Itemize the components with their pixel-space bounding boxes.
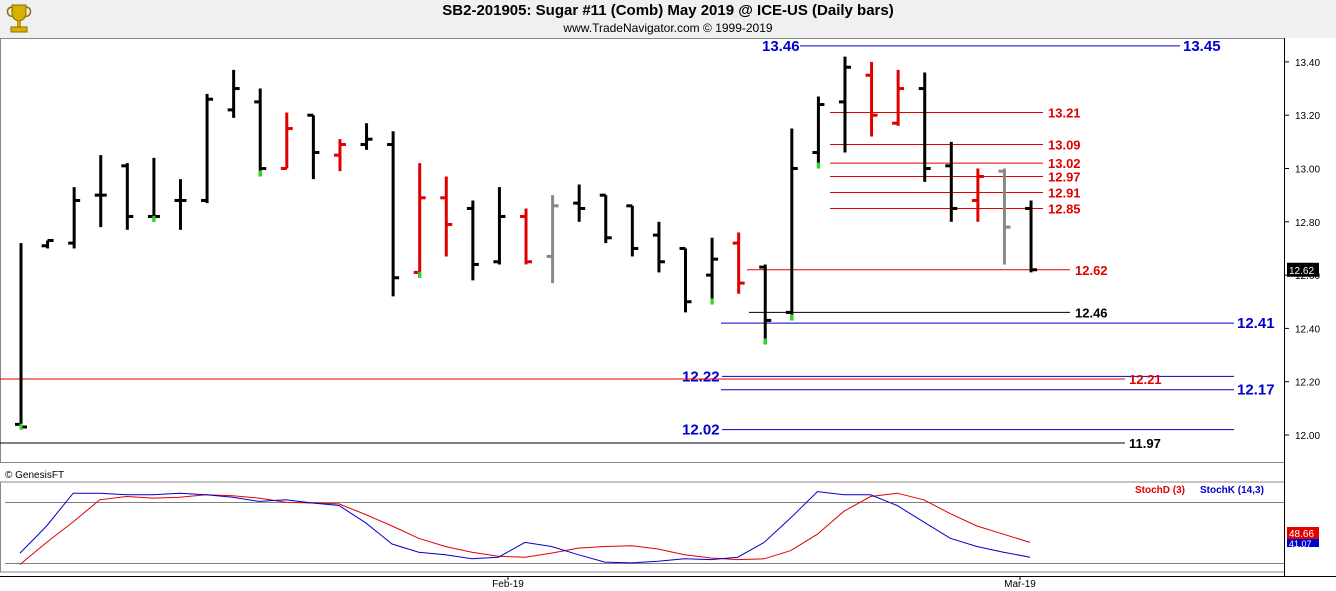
stoch-k-legend: StochK (14,3)	[1200, 485, 1264, 496]
level-label: 13.46	[762, 38, 800, 55]
ohlc-bar	[679, 246, 692, 313]
ohlc-bar	[440, 176, 453, 257]
chart-frame	[0, 38, 1336, 577]
ohlc-bar	[759, 264, 772, 345]
ohlc-bar	[227, 69, 240, 118]
ohlc-bar	[493, 187, 506, 265]
level-label: 12.46	[1075, 305, 1108, 320]
ohlc-bar	[812, 96, 825, 169]
y-tick-label: 12.00	[1295, 431, 1320, 442]
stoch-k-value: 41.07	[1289, 539, 1312, 549]
level-label: 12.97	[1048, 169, 1081, 184]
ohlc-bar	[573, 184, 586, 222]
x-tick-label: Mar-19	[1004, 579, 1036, 590]
price-levels: 13.46 13.45 13.21 13.09 13.0212.9712.9112.85…	[0, 38, 1275, 451]
level-label: 12.62	[1075, 263, 1108, 278]
ohlc-bar	[68, 187, 81, 249]
level-label: 13.09	[1048, 138, 1081, 153]
stoch-d-value-box	[1287, 527, 1319, 539]
level-label: 12.21	[1129, 372, 1162, 387]
ohlc-bar	[918, 72, 931, 182]
ohlc-bar	[599, 193, 612, 244]
ohlc-bar	[998, 168, 1011, 265]
ohlc-bar	[785, 128, 798, 321]
stoch-k-value-box	[1287, 539, 1319, 547]
ohlc-bar	[254, 88, 267, 177]
ohlc-bar	[652, 221, 665, 273]
y-tick-label: 13.00	[1295, 165, 1320, 176]
y-tick-label: 12.20	[1295, 378, 1320, 389]
ohlc-bar	[15, 243, 27, 430]
chart-header: SB2-201905: Sugar #11 (Comb) May 2019 @ …	[0, 0, 1336, 38]
chart-subtitle: www.TradeNavigator.com © 1999-2019	[563, 21, 773, 35]
ohlc-bar	[865, 61, 878, 137]
level-label: 12.17	[1237, 382, 1275, 399]
level-label: 12.02	[682, 422, 720, 439]
ohlc-bar	[307, 113, 320, 180]
ohlc-bar	[413, 163, 426, 278]
level-label: 11.97	[1129, 436, 1161, 451]
bar-marker	[710, 298, 714, 305]
bar-marker	[790, 314, 794, 321]
level-label: 13.21	[1048, 106, 1081, 121]
ohlc-bar	[1025, 200, 1038, 273]
y-tick-label: 13.40	[1295, 58, 1320, 69]
stoch-d-legend: StochD (3)	[1135, 485, 1185, 496]
y-tick-label: 13.20	[1295, 111, 1320, 122]
time-axis: Feb-19 Mar-19	[492, 576, 1036, 590]
ohlc-bar	[174, 179, 187, 230]
bar-marker	[816, 162, 820, 169]
bar-marker	[763, 338, 767, 345]
price-axis: 13.4013.2013.0012.8012.6012.4012.2012.00…	[1284, 58, 1320, 442]
stoch-d-value: 48.66	[1289, 529, 1314, 540]
ohlc-bar	[892, 69, 905, 126]
ohlc-bar	[945, 141, 958, 222]
ohlc-bar	[280, 112, 293, 170]
y-tick-label: 12.40	[1295, 324, 1320, 335]
ohlc-bar	[121, 163, 134, 230]
last-price-box	[1287, 262, 1319, 277]
y-tick-label: 12.80	[1295, 218, 1320, 229]
stoch-line-1	[19, 491, 1031, 564]
bar-marker	[19, 423, 23, 430]
stoch-panel-border	[0, 481, 1285, 573]
bar-marker	[258, 170, 262, 177]
level-label: 12.41	[1237, 315, 1275, 332]
level-label: 13.45	[1183, 38, 1221, 55]
last-price-label: 12.62	[1289, 266, 1314, 277]
level-label: 12.85	[1048, 201, 1081, 216]
ohlc-bar	[838, 56, 851, 153]
copyright-label: © GenesisFT	[5, 470, 64, 481]
x-tick-label: Feb-19	[492, 579, 524, 590]
ohlc-bar	[706, 237, 719, 305]
ohlc-bars	[15, 56, 1038, 430]
ohlc-bar	[94, 155, 107, 228]
ohlc-bar	[520, 208, 533, 265]
ohlc-bar	[466, 200, 479, 281]
ohlc-bar	[546, 195, 559, 284]
ohlc-bar	[41, 238, 54, 249]
ohlc-bar	[971, 168, 984, 222]
ohlc-bar	[626, 204, 639, 257]
level-label: 12.22	[682, 368, 720, 385]
ohlc-bar	[147, 157, 160, 222]
chart-title: SB2-201905: Sugar #11 (Comb) May 2019 @ …	[442, 2, 894, 19]
price-panel-border	[0, 38, 1285, 463]
trophy-logo-icon	[6, 4, 32, 33]
ohlc-bar	[201, 93, 214, 204]
ohlc-bar	[732, 232, 745, 294]
ohlc-bar	[360, 123, 373, 150]
level-label: 12.91	[1048, 185, 1081, 200]
level-label: 13.02	[1048, 156, 1081, 171]
ohlc-bar	[333, 139, 346, 172]
stoch-line-0	[19, 492, 1031, 565]
bar-marker	[152, 215, 156, 222]
bar-marker	[418, 271, 422, 278]
ohlc-bar	[387, 131, 400, 297]
